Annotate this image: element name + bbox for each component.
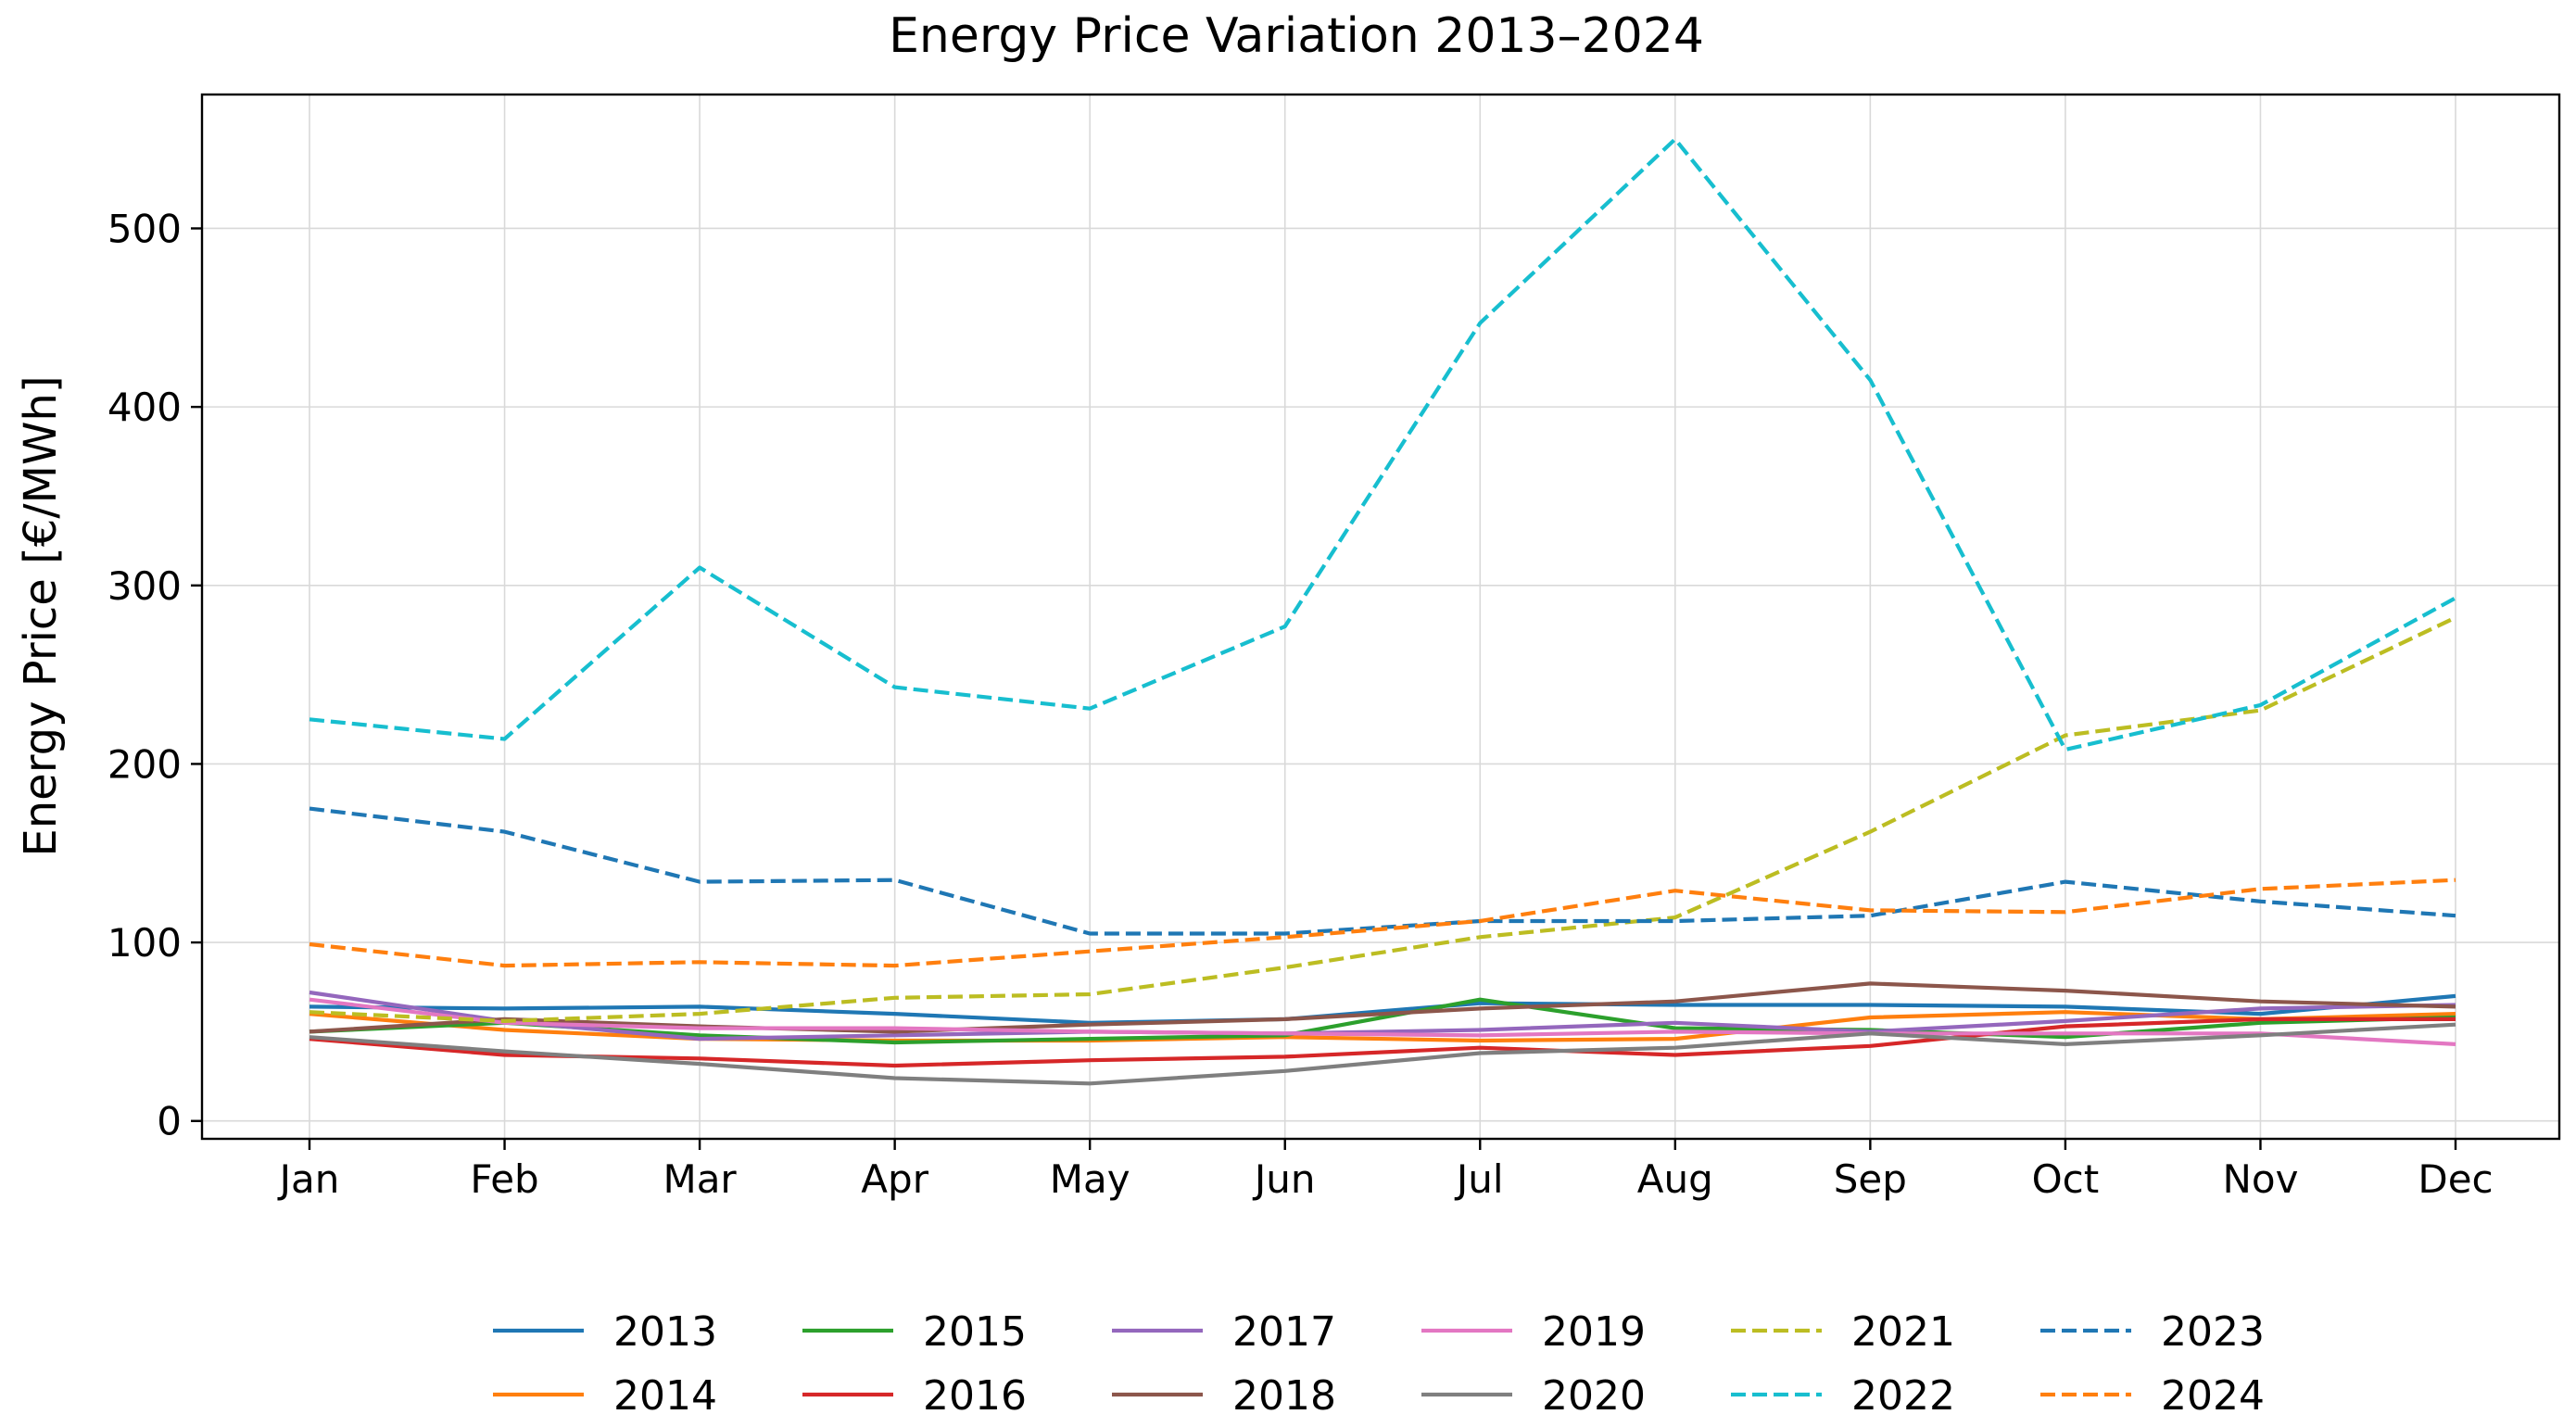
x-tick-label: Nov <box>2222 1156 2298 1202</box>
x-tick-label: Sep <box>1834 1156 1907 1202</box>
x-tick-label: Jun <box>1252 1156 1316 1202</box>
plot-area-frame <box>200 93 2561 1141</box>
x-tick-label: May <box>1050 1156 1130 1202</box>
legend: 2013 2014 2015 2016 2017 2018 2019 2020 2021 2022… <box>493 1308 2265 1420</box>
x-tick-label: Dec <box>2418 1156 2493 1202</box>
legend-label-2016: 2016 <box>923 1372 1027 1420</box>
legend-label-2022: 2022 <box>1851 1372 1955 1420</box>
series-line-2017 <box>309 990 2456 1042</box>
y-axis: 0 100 200 300 400 500 <box>107 206 202 1144</box>
y-tick-label: 100 <box>107 920 182 966</box>
legend-label-2023: 2023 <box>2161 1308 2265 1356</box>
series-line-2020 <box>309 1022 2456 1086</box>
legend-label-2013: 2013 <box>613 1308 717 1356</box>
x-tick-label: Mar <box>663 1156 737 1202</box>
legend-label-2019: 2019 <box>1542 1308 1646 1356</box>
series-lines <box>309 137 2457 1086</box>
series-line-2024 <box>309 878 2456 968</box>
legend-label-2014: 2014 <box>613 1372 717 1420</box>
series-line-2018 <box>309 981 2456 1034</box>
x-tick-label: Oct <box>2032 1156 2100 1202</box>
legend-label-2017: 2017 <box>1232 1308 1336 1356</box>
series-line-2022 <box>309 137 2457 752</box>
series-line-2013 <box>309 993 2456 1025</box>
series-line-2021 <box>309 615 2456 1024</box>
y-axis-label: Energy Price [€/MWh] <box>15 375 67 856</box>
x-tick-label: Aug <box>1637 1156 1713 1202</box>
x-tick-label: Apr <box>861 1156 928 1202</box>
y-tick-label: 200 <box>107 741 182 787</box>
x-tick-label: Jan <box>277 1156 340 1202</box>
legend-label-2018: 2018 <box>1232 1372 1336 1420</box>
legend-label-2020: 2020 <box>1542 1372 1646 1420</box>
y-tick-label: 300 <box>107 563 182 609</box>
series-line-2019 <box>309 997 2456 1046</box>
y-tick-label: 400 <box>107 385 182 430</box>
y-tick-label: 0 <box>157 1099 182 1144</box>
y-tick-label: 500 <box>107 206 182 251</box>
series-line-2023 <box>309 806 2456 936</box>
grid-lines <box>202 95 2559 1139</box>
legend-label-2021: 2021 <box>1851 1308 1955 1356</box>
x-tick-label: Jul <box>1454 1156 1504 1202</box>
x-tick-label: Feb <box>470 1156 538 1202</box>
series-line-2016 <box>309 1017 2456 1068</box>
legend-label-2015: 2015 <box>923 1308 1027 1356</box>
x-axis: Jan Feb Mar Apr May Jun Jul Aug Sep Oct Nov Dec <box>277 1139 2494 1202</box>
chart-title: Energy Price Variation 2013–2024 <box>889 8 1704 64</box>
legend-label-2024: 2024 <box>2161 1372 2265 1420</box>
